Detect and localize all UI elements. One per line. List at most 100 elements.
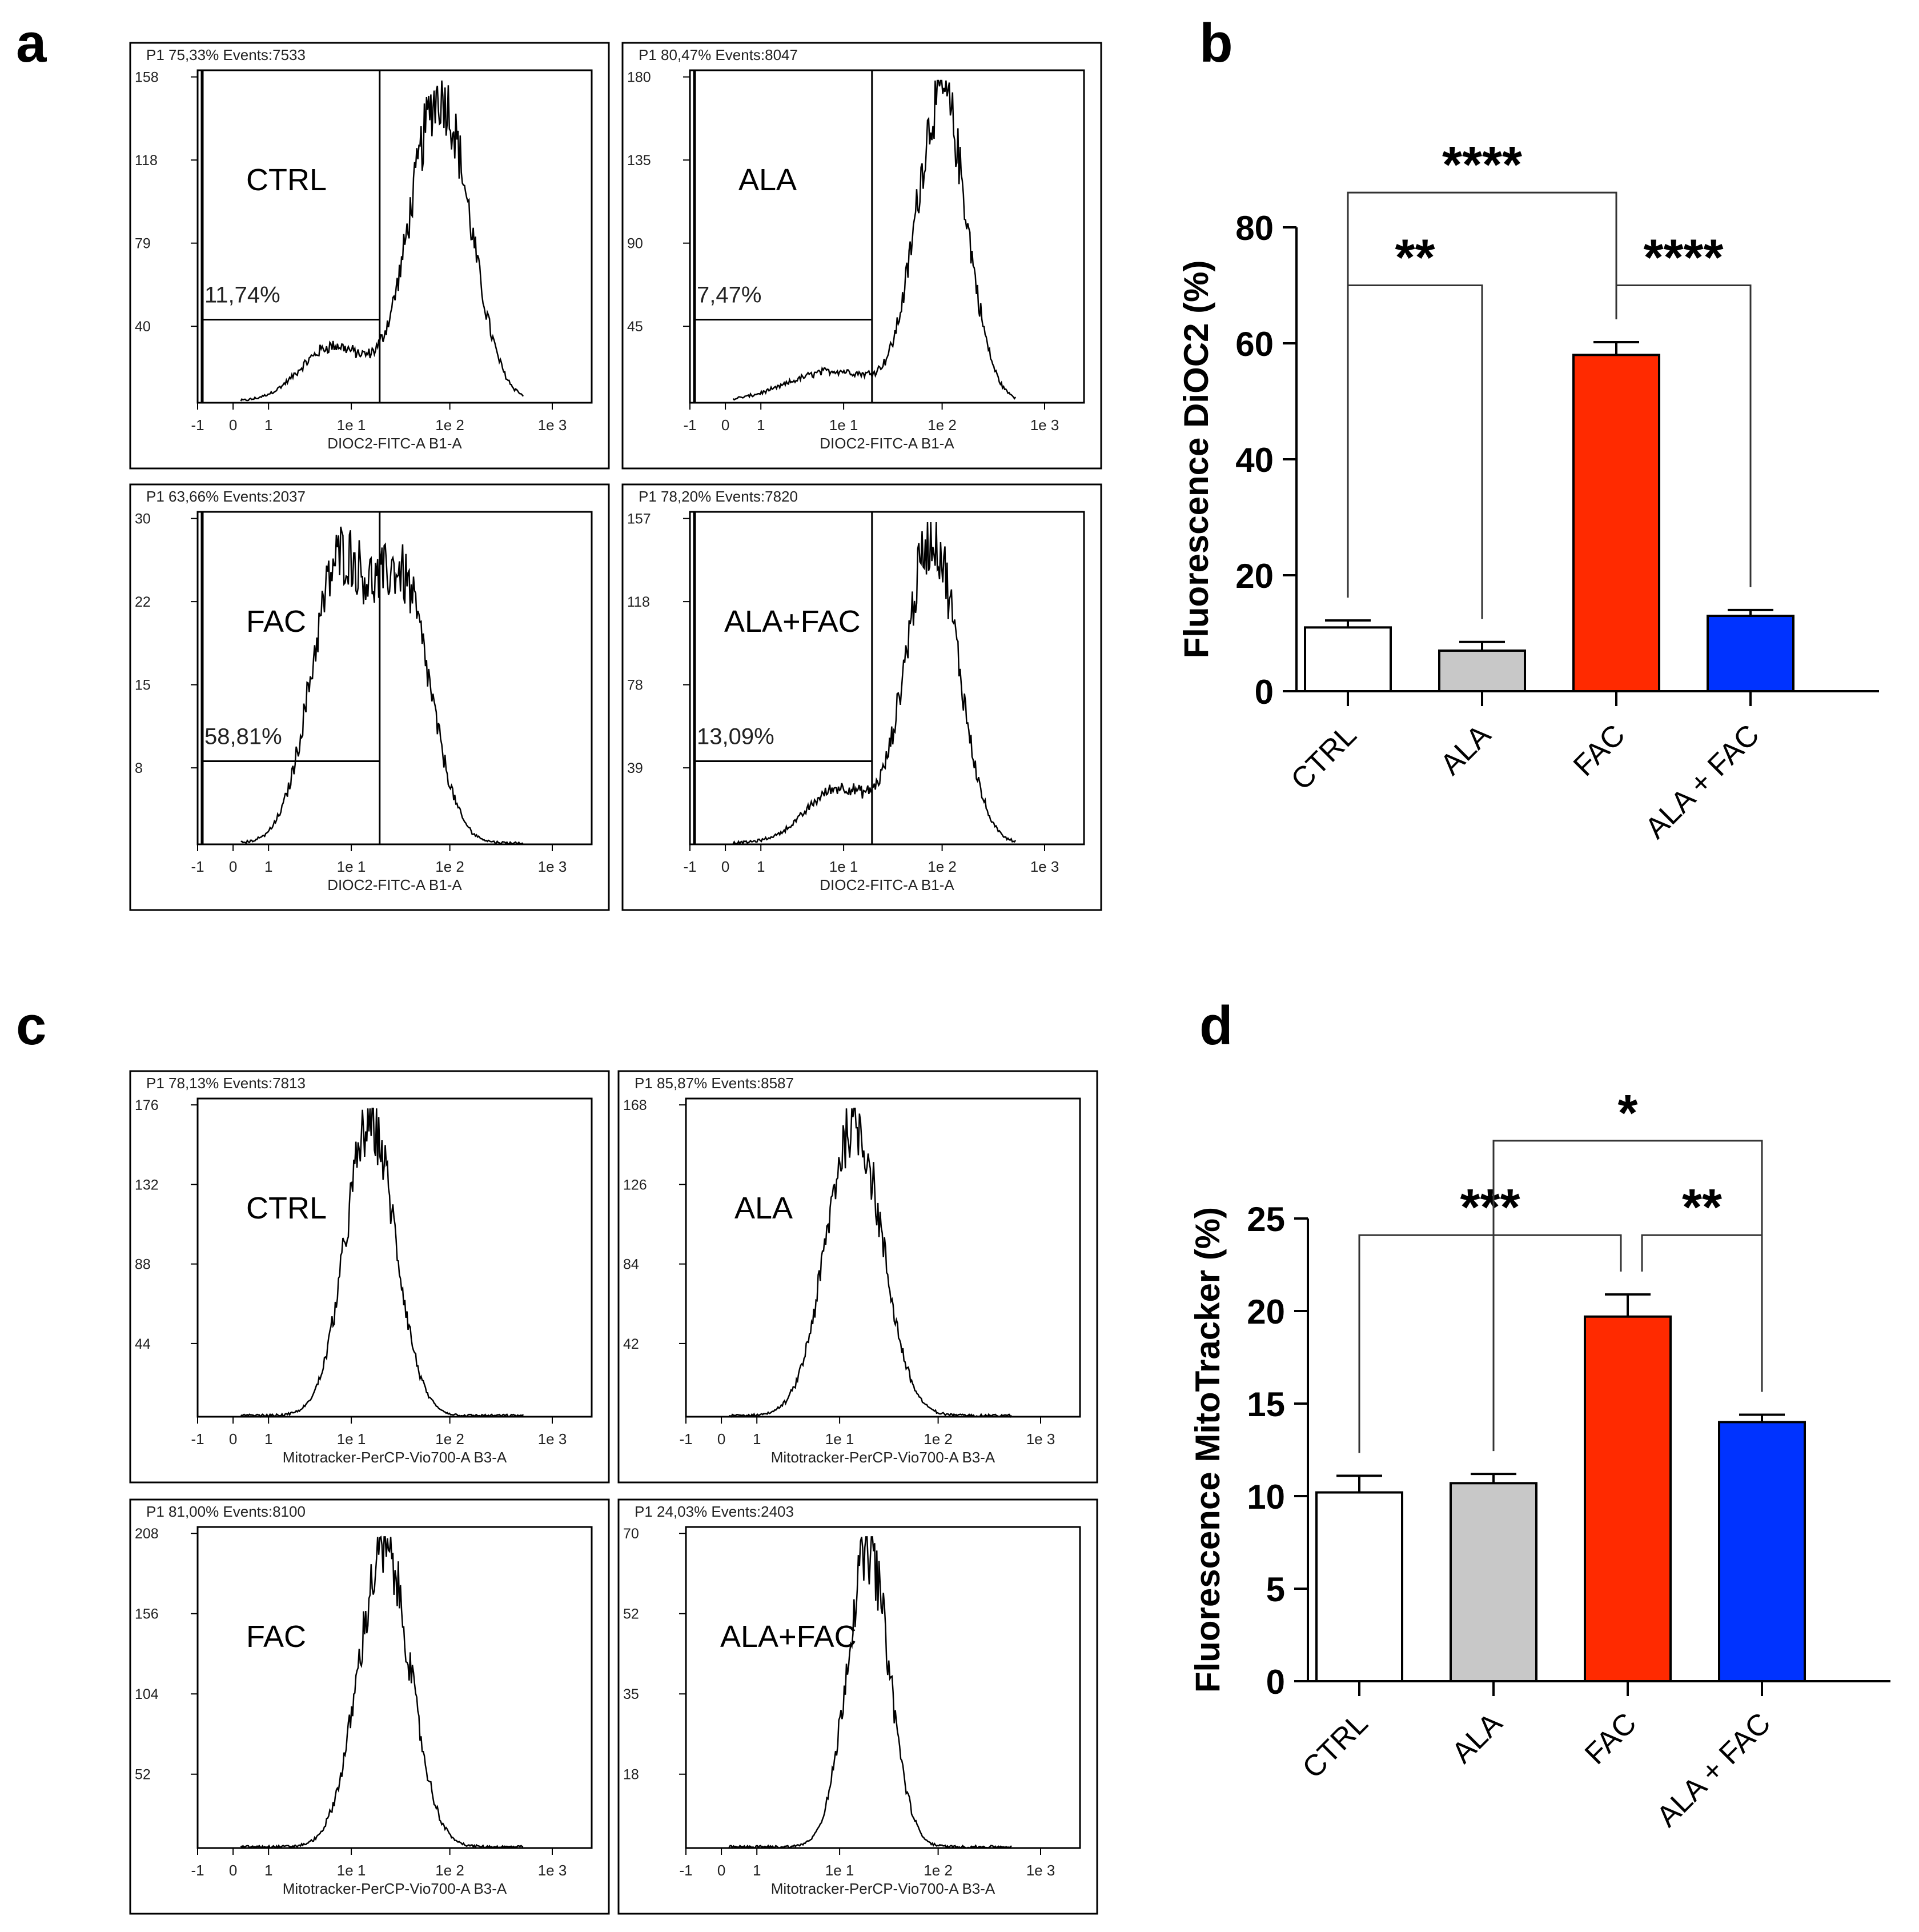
x-axis-label: Mitotracker-PerCP-Vio700-A B3-A — [283, 1880, 507, 1897]
x-tick-label: -1 — [679, 1862, 692, 1879]
y-tick-label: 44 — [135, 1336, 151, 1352]
histogram-trace — [240, 526, 524, 845]
y-tick-label: 158 — [135, 70, 159, 86]
y-tick-label: 40 — [1235, 441, 1274, 479]
histogram-trace — [729, 1108, 1013, 1418]
histogram-header: P1 80,47% Events:8047 — [639, 46, 798, 63]
y-tick-label: 0 — [1266, 1663, 1285, 1701]
x-tick-label: 1e 2 — [435, 1862, 464, 1879]
histogram-header: P1 24,03% Events:2403 — [635, 1503, 794, 1520]
x-tick-label: ALA + FAC — [1651, 1706, 1777, 1833]
significance-bracket — [1347, 191, 1617, 598]
gate-percent: 7,47% — [697, 283, 761, 308]
y-tick-label: 132 — [135, 1177, 159, 1193]
x-tick-label: 1e 1 — [829, 416, 858, 434]
x-tick-label: 1 — [264, 858, 272, 875]
significance-bracket — [1615, 284, 1752, 587]
x-tick-label: 1 — [753, 1430, 761, 1448]
group-label: CTRL — [246, 1191, 327, 1225]
x-tick-label: FAC — [1567, 718, 1632, 783]
plot-area — [685, 1526, 1081, 1849]
x-tick-label: -1 — [191, 1862, 204, 1879]
y-tick-label: 168 — [623, 1097, 647, 1113]
panel-letter-a: a — [16, 13, 47, 74]
x-tick-label: ALA — [1434, 718, 1498, 781]
plot-area — [196, 69, 593, 404]
x-axis-label: DIOC2-FITC-A B1-A — [327, 435, 462, 452]
significance-label: *** — [1460, 1179, 1520, 1236]
y-tick-label: 126 — [623, 1177, 647, 1193]
y-tick-label: 18 — [623, 1767, 639, 1783]
panel-letter-b: b — [1199, 13, 1233, 74]
histogram-trace — [732, 522, 1017, 845]
y-tick-label: 180 — [627, 70, 651, 86]
bar-fac — [1572, 354, 1660, 692]
group-label: FAC — [246, 604, 306, 639]
group-label: ALA+FAC — [724, 604, 861, 639]
histogram-header: P1 78,13% Events:7813 — [146, 1075, 306, 1092]
x-tick-label: 1e 2 — [435, 1430, 464, 1448]
bar-alafac — [1707, 615, 1794, 693]
x-tick-label: -1 — [683, 858, 696, 875]
x-tick-label: CTRL — [1284, 718, 1363, 796]
plot-area — [196, 511, 593, 845]
x-tick-label: 1e 2 — [435, 416, 464, 434]
panel-letter-d: d — [1199, 995, 1233, 1056]
group-label: ALA+FAC — [720, 1620, 857, 1654]
x-tick-label: 1e 1 — [825, 1862, 854, 1879]
histogram-frame — [621, 42, 1102, 470]
histogram-header: P1 81,00% Events:8100 — [146, 1503, 306, 1520]
bar-ala — [1438, 649, 1526, 692]
x-axis-label: DIOC2-FITC-A B1-A — [820, 435, 954, 452]
y-tick-label: 10 — [1247, 1478, 1285, 1516]
y-tick-label: 20 — [1235, 557, 1274, 595]
y-tick-label: 30 — [135, 511, 151, 527]
x-tick-label: 0 — [717, 1862, 725, 1879]
significance-bracket — [1347, 284, 1483, 619]
y-tick-label: 90 — [627, 236, 643, 252]
histogram-c-2: P1 85,87% Events:8587 168 126 84 42 -1 0 1 1e 1 1… — [617, 1070, 1098, 1484]
plot-area — [685, 1097, 1081, 1418]
x-tick-label: 0 — [229, 416, 237, 434]
histogram-trace — [240, 1108, 524, 1418]
x-axis-label: DIOC2-FITC-A B1-A — [327, 876, 462, 893]
x-tick-label: -1 — [191, 1430, 204, 1448]
x-tick-label: 0 — [229, 1430, 237, 1448]
x-tick-label: 1e 2 — [928, 858, 957, 875]
bar-fac — [1584, 1315, 1672, 1682]
histogram-c-1: P1 78,13% Events:7813 176 132 88 44 -1 0 1 1e 1 1… — [129, 1070, 610, 1484]
x-tick-label: 1e 1 — [337, 858, 366, 875]
x-axis-label: Mitotracker-PerCP-Vio700-A B3-A — [283, 1449, 507, 1466]
x-tick-label: 1 — [264, 1862, 272, 1879]
histogram-frame — [129, 1070, 610, 1484]
x-tick-label: 1e 3 — [1026, 1862, 1055, 1879]
bar-alafac — [1718, 1421, 1806, 1682]
x-tick-label: 1 — [264, 416, 272, 434]
histogram-trace — [728, 1536, 1012, 1850]
y-tick-label: 80 — [1235, 209, 1274, 247]
x-tick-label: 1 — [753, 1862, 761, 1879]
y-tick-label: 0 — [1255, 673, 1274, 711]
x-tick-label: 1e 2 — [435, 858, 464, 875]
y-tick-label: 20 — [1247, 1293, 1285, 1331]
y-tick-label: 45 — [627, 319, 643, 335]
y-tick-label: 8 — [135, 760, 143, 776]
histogram-frame — [129, 1498, 610, 1915]
bar-chart-d: 0 5 10 15 20 25 Fluorescence MitoTracker (%) CT… — [1189, 1085, 1890, 1833]
y-tick-label: 104 — [135, 1686, 159, 1702]
y-tick-label: 70 — [623, 1526, 639, 1542]
histogram-c-4: P1 24,03% Events:2403 70 52 35 18 -1 0 1 1e 1 1e … — [617, 1498, 1098, 1915]
x-tick-label: 1e 1 — [829, 858, 858, 875]
y-axis-title: Fluorescence DiOC2 (%) — [1177, 260, 1215, 659]
significance-label: **** — [1643, 230, 1723, 287]
histogram-header: P1 75,33% Events:7533 — [146, 46, 306, 63]
x-tick-label: 1e 3 — [538, 1862, 567, 1879]
x-tick-label: ALA + FAC — [1639, 718, 1766, 845]
y-tick-label: 157 — [627, 511, 651, 527]
bar-charts: 0 20 40 60 80 Fluorescence DiOC2 (%) CTRL ALA FA… — [1177, 137, 1890, 1833]
histogram-a-2: P1 80,47% Events:8047 180 135 90 45 -1 0 1 1e 1 1… — [621, 42, 1102, 470]
histogram-a-3: P1 63,66% Events:2037 30 22 15 8 -1 0 1 1e 1 1e 2… — [129, 483, 610, 911]
histogram-trace — [732, 79, 1017, 401]
gate-percent: 13,09% — [697, 724, 774, 749]
